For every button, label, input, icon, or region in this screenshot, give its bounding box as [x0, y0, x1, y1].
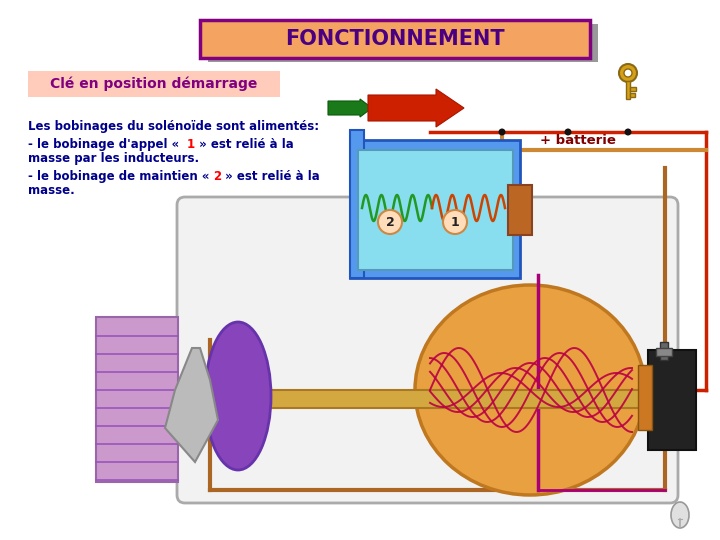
Text: 1: 1 — [451, 215, 459, 228]
Circle shape — [564, 129, 572, 136]
Circle shape — [619, 64, 637, 82]
Text: 1: 1 — [187, 138, 195, 151]
Text: FONCTIONNEMENT: FONCTIONNEMENT — [285, 29, 505, 49]
Text: masse.: masse. — [28, 184, 75, 197]
Circle shape — [378, 210, 402, 234]
FancyArrow shape — [368, 89, 464, 127]
Circle shape — [624, 129, 631, 136]
Bar — [630, 93, 635, 97]
Ellipse shape — [205, 322, 271, 470]
Polygon shape — [165, 348, 218, 462]
Text: Clé en position démarrage: Clé en position démarrage — [50, 77, 258, 91]
Bar — [96, 317, 178, 482]
Bar — [660, 342, 668, 360]
Text: » est relié à la: » est relié à la — [195, 138, 294, 151]
FancyBboxPatch shape — [200, 20, 590, 58]
Text: + batterie: + batterie — [540, 133, 616, 146]
Bar — [508, 185, 532, 235]
Text: » est relié à la: » est relié à la — [221, 170, 320, 183]
FancyBboxPatch shape — [28, 71, 280, 97]
Text: masse par les inducteurs.: masse par les inducteurs. — [28, 152, 199, 165]
Circle shape — [624, 69, 632, 77]
Bar — [638, 365, 652, 430]
Bar — [656, 348, 672, 356]
FancyArrow shape — [328, 99, 372, 117]
Bar — [648, 350, 696, 450]
Bar — [358, 150, 513, 270]
Bar — [630, 87, 636, 91]
Text: 2: 2 — [213, 170, 221, 183]
Ellipse shape — [415, 285, 645, 495]
Circle shape — [498, 129, 505, 136]
FancyBboxPatch shape — [177, 197, 678, 503]
Bar — [350, 140, 520, 278]
Text: Les bobinages du solénoïde sont alimentés:: Les bobinages du solénoïde sont alimenté… — [28, 120, 319, 133]
Bar — [185, 390, 640, 408]
Bar — [626, 81, 630, 99]
Circle shape — [443, 210, 467, 234]
Text: 2: 2 — [386, 215, 395, 228]
Text: - le bobinage d'appel «: - le bobinage d'appel « — [28, 138, 184, 151]
Bar — [350, 130, 364, 278]
Bar — [208, 24, 598, 62]
Ellipse shape — [671, 502, 689, 528]
Text: - le bobinage de maintien «: - le bobinage de maintien « — [28, 170, 214, 183]
